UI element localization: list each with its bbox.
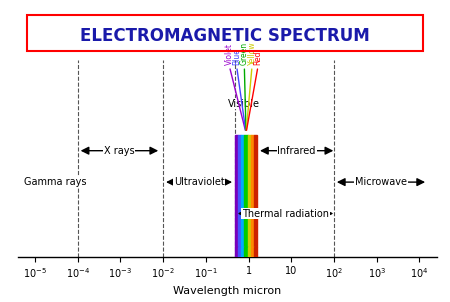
Text: Microwave: Microwave [355,177,407,187]
Bar [238,135,241,247]
X-axis label: Wavelength micron: Wavelength micron [173,286,281,296]
Bar [254,247,257,292]
Bar [248,247,251,292]
Text: Ultraviolet: Ultraviolet [174,177,225,187]
Bar [241,247,244,292]
Bar [244,247,248,292]
Bar [241,135,244,247]
Text: Yellow: Yellow [248,42,256,65]
Bar [235,135,238,247]
Bar [235,247,238,292]
Bar [248,135,251,247]
Text: Red: Red [253,51,262,65]
Text: Visible: Visible [228,98,261,109]
Text: Gamma rays: Gamma rays [24,177,86,187]
Text: Blue: Blue [232,48,241,65]
Text: X rays: X rays [104,146,135,156]
Bar [254,135,257,247]
Text: Infrared: Infrared [278,146,316,156]
Bar [251,247,254,292]
Text: Green: Green [240,42,249,65]
Text: Violet: Violet [225,43,234,65]
Bar [244,135,248,247]
Bar [238,247,241,292]
Text: ELECTROMAGNETIC SPECTRUM: ELECTROMAGNETIC SPECTRUM [80,27,370,45]
Bar [251,135,254,247]
Text: Thermal radiation: Thermal radiation [242,208,329,219]
